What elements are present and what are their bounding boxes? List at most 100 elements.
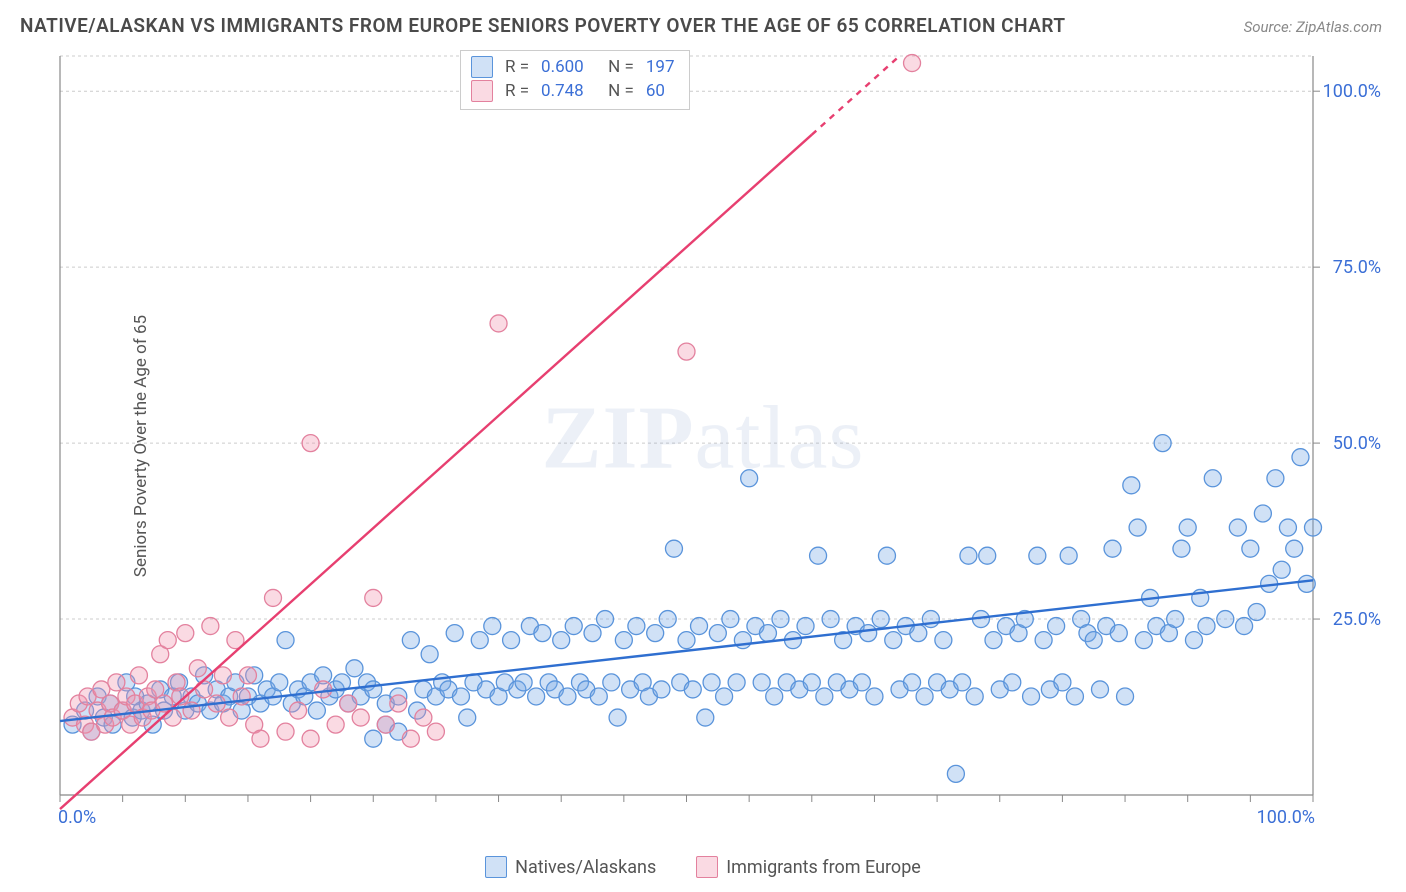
svg-text:0.0%: 0.0%	[58, 807, 96, 828]
immigrants-point	[678, 343, 695, 360]
natives-point	[365, 681, 382, 698]
natives-point	[678, 632, 695, 649]
natives-point	[1236, 618, 1253, 635]
natives-point	[1298, 575, 1315, 592]
legend-label: Natives/Alaskans	[515, 857, 656, 878]
immigrants-point	[340, 695, 357, 712]
immigrants-point	[221, 709, 238, 726]
stats-row: R =0.748 N =60	[471, 79, 679, 103]
natives-point	[1273, 561, 1290, 578]
natives-point	[528, 688, 545, 705]
natives-point	[1066, 688, 1083, 705]
natives-point	[565, 618, 582, 635]
natives-point	[1029, 547, 1046, 564]
natives-point	[1117, 688, 1134, 705]
natives-point	[459, 709, 476, 726]
immigrants-point	[427, 723, 444, 740]
natives-point	[308, 702, 325, 719]
natives-point	[484, 618, 501, 635]
natives-point	[503, 632, 520, 649]
natives-point	[1035, 632, 1052, 649]
natives-point	[1135, 632, 1152, 649]
immigrants-point	[302, 730, 319, 747]
stats-row: R =0.600 N =197	[471, 55, 679, 79]
immigrants-point	[252, 730, 269, 747]
natives-point	[810, 547, 827, 564]
natives-point	[985, 632, 1002, 649]
natives-point	[271, 674, 288, 691]
natives-point	[1104, 540, 1121, 557]
natives-point	[716, 688, 733, 705]
natives-point	[684, 681, 701, 698]
natives-point	[772, 611, 789, 628]
natives-point	[647, 625, 664, 642]
immigrants-point	[177, 625, 194, 642]
series-legend: Natives/Alaskans Immigrants from Europe	[0, 856, 1406, 878]
natives-point	[1004, 674, 1021, 691]
immigrants-point	[377, 716, 394, 733]
immigrants-point	[352, 709, 369, 726]
natives-point	[515, 674, 532, 691]
natives-point	[452, 688, 469, 705]
immigrants-point	[390, 695, 407, 712]
source-attribution: Source: ZipAtlas.com	[1244, 18, 1382, 36]
natives-point	[1085, 632, 1102, 649]
immigrants-point	[365, 589, 382, 606]
natives-point	[872, 611, 889, 628]
natives-point	[1167, 611, 1184, 628]
immigrants-point	[904, 55, 921, 72]
immigrants-point	[196, 681, 213, 698]
natives-point	[816, 688, 833, 705]
natives-point	[1286, 540, 1303, 557]
natives-point	[1048, 618, 1065, 635]
natives-point	[1023, 688, 1040, 705]
natives-point	[1054, 674, 1071, 691]
natives-point	[904, 674, 921, 691]
legend-swatch	[696, 856, 718, 878]
natives-point	[759, 625, 776, 642]
natives-point	[534, 625, 551, 642]
natives-point	[1129, 519, 1146, 536]
immigrants-point	[327, 716, 344, 733]
svg-text:75.0%: 75.0%	[1333, 257, 1381, 278]
natives-point	[1185, 632, 1202, 649]
natives-point	[753, 674, 770, 691]
natives-point	[603, 674, 620, 691]
natives-point	[597, 611, 614, 628]
natives-point	[590, 688, 607, 705]
immigrants-point	[402, 730, 419, 747]
legend-swatch	[471, 56, 493, 78]
scatter-plot: 25.0%50.0%75.0%100.0%0.0%100.0%	[55, 48, 1385, 833]
legend-item: Natives/Alaskans	[485, 856, 656, 878]
immigrants-point	[202, 618, 219, 635]
chart-title: NATIVE/ALASKAN VS IMMIGRANTS FROM EUROPE…	[20, 14, 1066, 37]
svg-text:50.0%: 50.0%	[1333, 433, 1381, 454]
natives-point	[1204, 470, 1221, 487]
natives-point	[421, 646, 438, 663]
natives-point	[691, 618, 708, 635]
natives-point	[553, 632, 570, 649]
natives-point	[866, 688, 883, 705]
natives-point	[1242, 540, 1259, 557]
legend-swatch	[471, 80, 493, 102]
immigrants-point	[490, 315, 507, 332]
natives-point	[1173, 540, 1190, 557]
correlation-stats-box: R =0.600 N =197R =0.748 N =60	[460, 50, 690, 110]
natives-point	[878, 547, 895, 564]
immigrants-point	[415, 709, 432, 726]
natives-point	[1060, 547, 1077, 564]
svg-text:25.0%: 25.0%	[1333, 609, 1381, 630]
svg-text:100.0%: 100.0%	[1257, 807, 1315, 828]
natives-point	[365, 730, 382, 747]
natives-point	[1267, 470, 1284, 487]
natives-point	[885, 632, 902, 649]
natives-point	[822, 611, 839, 628]
n-value: 197	[642, 55, 679, 79]
legend-label: Immigrants from Europe	[726, 857, 921, 878]
natives-point	[277, 632, 294, 649]
natives-point	[966, 688, 983, 705]
natives-point	[722, 611, 739, 628]
r-value: 0.748	[537, 79, 588, 103]
immigrants-point	[130, 667, 147, 684]
natives-point	[659, 611, 676, 628]
